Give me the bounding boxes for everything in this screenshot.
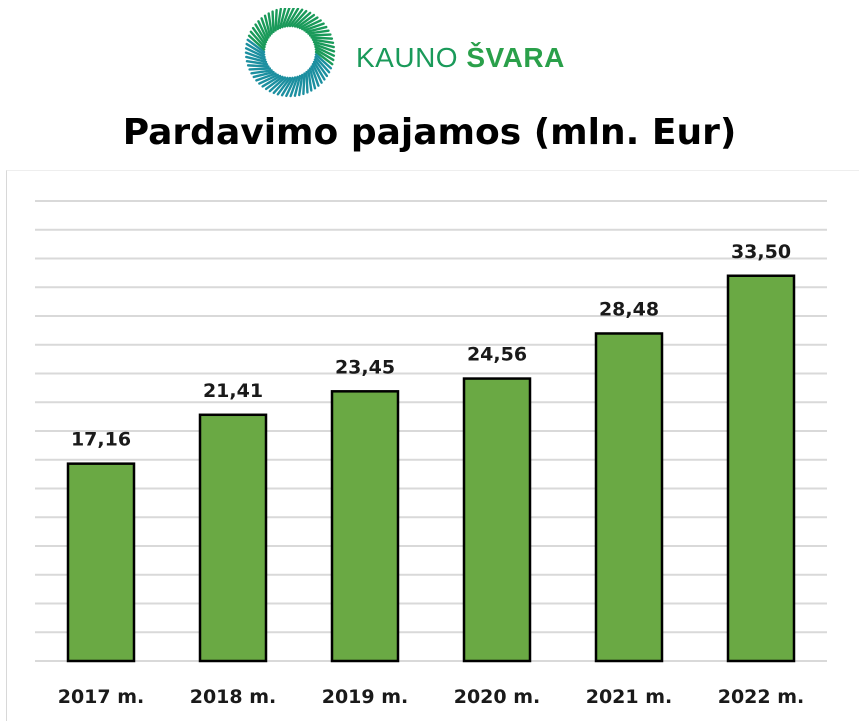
bar [198,413,268,663]
x-tick-label: 2019 m. [322,686,409,708]
logo-stroke [245,42,266,56]
logo-stroke [307,29,330,35]
logo-stroke [296,13,316,29]
logo-stroke [245,55,268,64]
logo-stroke [254,23,268,44]
x-tick-label: 2021 m. [586,686,673,708]
logo-stroke [293,11,312,28]
bar [462,377,532,663]
logo-stroke [246,38,266,54]
logo-stroke [298,16,319,30]
brand-name-light: KAUNO [356,42,467,73]
logo-stroke [252,70,275,79]
logo-stroke [310,65,320,87]
logo-stroke [258,73,279,85]
logo-stroke [305,70,309,94]
logo-stroke [310,36,334,40]
chart-title: Pardavimo pajamos (mln. Eur) [122,112,737,153]
logo-stroke [308,33,332,37]
logo-stroke [247,34,266,51]
logo-stroke [249,30,266,49]
logo-stroke [307,69,313,92]
logo-stroke [305,25,328,34]
logo-stroke [311,38,335,44]
logo-stroke [263,14,272,37]
brand-logo: KAUNO ŠVARA [240,6,640,100]
logo-stroke [314,48,335,62]
logo-stroke [314,45,336,57]
data-label: 33,50 [731,241,791,263]
logo-stroke [314,55,331,74]
logo-stroke [298,73,304,97]
logo-stroke [245,60,269,66]
logo-stroke [302,72,306,96]
x-tick-label: 2022 m. [718,686,805,708]
x-tick-label: 2018 m. [190,686,277,708]
x-tick-label: 2020 m. [454,686,541,708]
brand-name: KAUNO ŠVARA [356,42,565,74]
logo-stroke [280,76,294,97]
logo-stroke [293,74,302,97]
logo-stroke [289,75,299,98]
brand-name-bold: ŠVARA [466,42,565,73]
logo-stroke [288,8,304,28]
logo-stroke [303,22,325,32]
logo-stroke [286,7,300,28]
data-label: 17,16 [71,429,131,451]
logo-stroke [264,75,284,91]
logo-stroke [257,20,269,41]
logo-stroke [272,76,289,95]
logo-stroke [271,10,275,34]
bar [330,390,400,663]
logo-stroke [281,6,291,29]
chart-area: 17,16 2017 m. 21,41 2018 m. 23,45 2019 m. 24,5… [6,170,859,721]
logo-stroke [285,76,297,98]
bar-chart: 17,16 2017 m. 21,41 2018 m. 23,45 2019 m. 24,5… [35,200,827,708]
logo-stroke [312,40,335,49]
logo-stroke [276,7,282,31]
data-label: 21,41 [203,380,263,402]
logo-stroke [312,60,326,81]
logo-stroke [313,43,336,53]
logo-stroke [314,53,333,70]
data-label: 28,48 [599,298,659,320]
data-label: 23,45 [335,356,395,378]
logo-emblem-icon [244,6,336,98]
logo-stroke [261,74,282,88]
logo-stroke [278,7,287,30]
logo-stroke [308,67,317,90]
x-tick-label: 2017 m. [58,686,145,708]
logo-stroke [244,47,266,59]
logo-stroke [291,9,308,28]
logo-stroke [255,72,277,82]
bar [594,332,664,663]
logo-stroke [274,8,278,32]
logo-stroke [314,50,334,66]
logo-stroke [313,58,329,78]
data-label: 24,56 [467,344,527,366]
logo-stroke [267,12,273,35]
logo-stroke [244,51,267,61]
bar [726,274,796,663]
logo-stroke [276,76,292,96]
logo-stroke [268,76,287,93]
logo-stroke [301,19,322,31]
logo-stroke [250,69,273,75]
logo-stroke [251,26,267,46]
logo-stroke [311,63,323,84]
logo-stroke [283,6,295,28]
bar [66,462,136,663]
logo-stroke [246,64,270,68]
logo-stroke [248,67,272,71]
logo-stroke [260,17,270,39]
